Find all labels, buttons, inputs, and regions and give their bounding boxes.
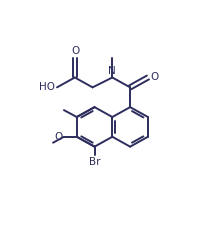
Text: HO: HO bbox=[39, 82, 56, 92]
Text: N: N bbox=[108, 66, 116, 76]
Text: O: O bbox=[150, 72, 159, 82]
Text: O: O bbox=[71, 46, 79, 56]
Text: Br: Br bbox=[89, 157, 100, 167]
Text: O: O bbox=[54, 132, 62, 142]
